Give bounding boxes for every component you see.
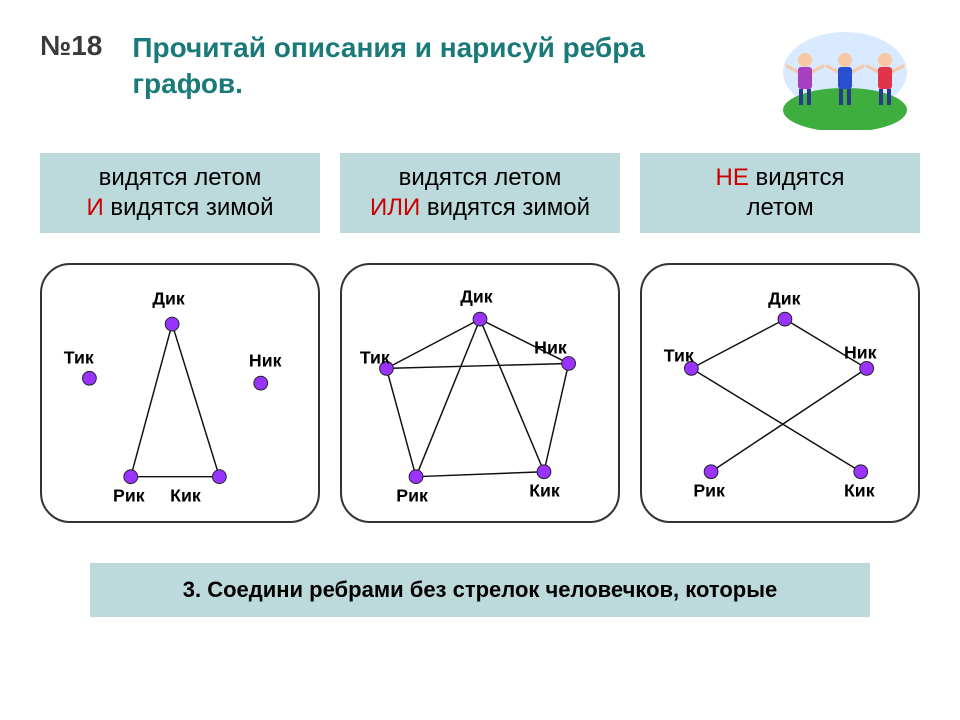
label-line: видятся зимой (104, 194, 274, 221)
label-operator: НЕ (716, 164, 749, 191)
label-line: видятся летом (99, 164, 262, 191)
graph-node (473, 312, 487, 326)
graph-node-label: Рик (113, 485, 145, 505)
graph-edge (416, 472, 544, 477)
graph-node (254, 376, 268, 390)
graph-node-label: Дик (460, 286, 493, 306)
graph-edge (711, 368, 867, 471)
graph-panel-and: Дик Тик Ник Рик Кик (40, 263, 320, 523)
graph-node-label: Кик (170, 485, 201, 505)
label-box-or: видятся летом ИЛИ видятся зимой (340, 153, 620, 233)
graph-node-label: Ник (844, 342, 877, 362)
graph-panel-not: Дик Тик Ник Рик Кик (640, 263, 920, 523)
graph-node-label: Ник (249, 350, 282, 370)
graph-node-label: Тик (64, 347, 94, 367)
graph-node-label: Тик (664, 345, 694, 365)
graph-edge (691, 368, 860, 471)
graph-node (165, 317, 179, 331)
graph-edge (131, 324, 172, 477)
children-illustration (780, 30, 910, 130)
graph-node-label: Тик (360, 347, 390, 367)
label-box-not: НЕ видятся летом (640, 153, 920, 233)
graph-node-label: Дик (152, 288, 185, 308)
labels-row: видятся летом И видятся зимой видятся ле… (0, 113, 960, 233)
graph-node-label: Дик (768, 288, 801, 308)
label-line: видятся (749, 164, 845, 191)
graph-node-label: Рик (396, 485, 428, 505)
graph-edge (386, 368, 416, 476)
graph-node (537, 465, 551, 479)
graph-node (854, 465, 868, 479)
graph-node-label: Ник (534, 337, 567, 357)
label-box-and: видятся летом И видятся зимой (40, 153, 320, 233)
graph-node (124, 470, 138, 484)
graph-node (212, 470, 226, 484)
graph-node (409, 470, 423, 484)
label-operator: И (86, 194, 103, 221)
graphs-row: Дик Тик Ник Рик Кик Дик Тик Ник Рик Кик Дик Тик Ни… (0, 233, 960, 523)
label-operator: ИЛИ (370, 194, 420, 221)
graph-node-label: Рик (693, 480, 725, 500)
label-line: летом (746, 194, 813, 221)
label-line: видятся зимой (420, 194, 590, 221)
graph-node (83, 371, 97, 385)
task-number: №18 (40, 30, 102, 62)
graph-edge (691, 319, 785, 368)
graph-node-label: Кик (844, 480, 875, 500)
graph-edge (416, 319, 480, 477)
footer-instruction: 3. Соедини ребрами без стрелок человечко… (90, 563, 870, 617)
graph-edge (386, 319, 480, 368)
graph-node (704, 465, 718, 479)
graph-edge (172, 324, 219, 477)
graph-node (562, 356, 576, 370)
graph-node-label: Кик (529, 480, 560, 500)
graph-node (778, 312, 792, 326)
graph-panel-or: Дик Тик Ник Рик Кик (340, 263, 620, 523)
graph-node (860, 361, 874, 375)
task-title: Прочитай описания и нарисуй ребра графов… (132, 30, 692, 103)
graph-edge (544, 363, 569, 471)
graph-edge (386, 363, 568, 368)
label-line: видятся летом (399, 164, 562, 191)
